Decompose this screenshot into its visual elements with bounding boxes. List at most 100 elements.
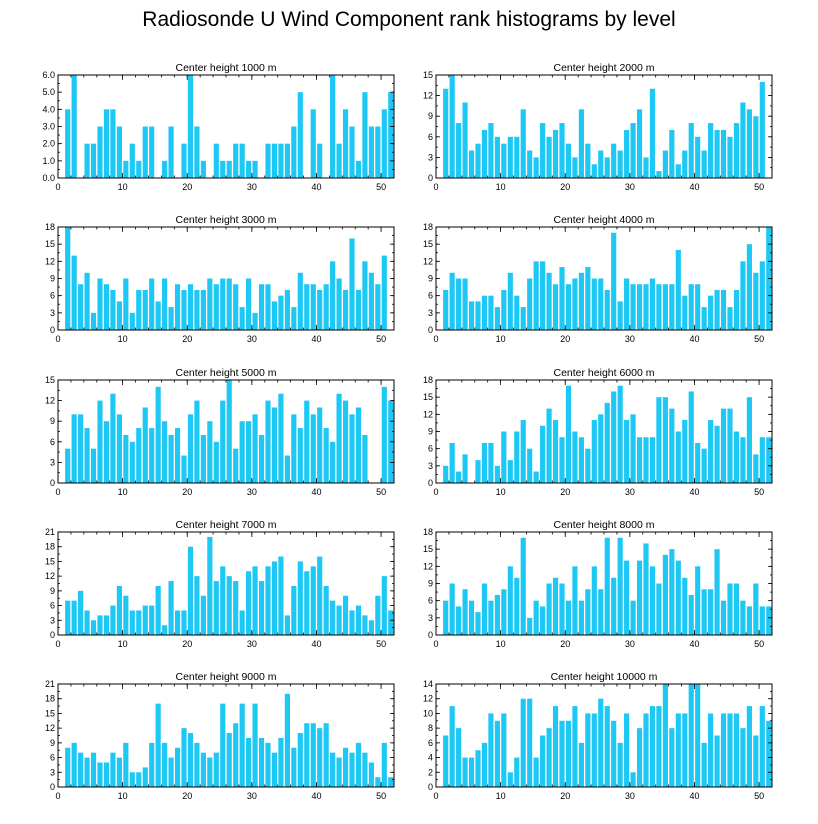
y-tick-label: 12	[423, 561, 433, 571]
x-tick-label: 50	[376, 791, 386, 801]
histogram-bar	[278, 295, 284, 330]
y-tick-label: 3	[428, 308, 433, 318]
histogram-bar	[97, 400, 103, 483]
histogram-bar	[187, 546, 194, 635]
histogram-bar	[559, 123, 565, 178]
histogram-bar	[149, 428, 155, 483]
histogram-bar	[501, 289, 507, 330]
y-tick-label: 15	[423, 544, 433, 554]
histogram-bar	[753, 272, 759, 330]
y-tick-label: 3	[428, 613, 433, 623]
y-tick-label: 3.0	[42, 122, 55, 132]
x-tick-label: 0	[433, 182, 438, 192]
y-tick-label: 0.0	[42, 173, 55, 183]
histogram-bar	[355, 407, 362, 483]
histogram-bar	[494, 136, 500, 178]
histogram-bar	[533, 261, 539, 330]
histogram-bar	[78, 284, 84, 330]
histogram-bar	[355, 742, 362, 787]
histogram-bar	[682, 420, 688, 483]
histogram-bar	[617, 301, 623, 330]
histogram-bar	[284, 455, 290, 483]
histogram-bar	[746, 606, 752, 635]
y-tick-label: 15	[423, 70, 433, 80]
histogram-bar	[142, 605, 148, 635]
histogram-bar	[342, 109, 349, 178]
histogram-bar	[226, 576, 232, 635]
y-tick-label: 14	[423, 679, 433, 689]
histogram-bar	[636, 284, 643, 330]
histogram-bar	[71, 600, 77, 635]
x-tick-label: 30	[247, 791, 257, 801]
histogram-bar	[123, 434, 129, 483]
histogram-bar	[129, 143, 135, 178]
histogram-bar	[110, 109, 116, 178]
histogram-bar	[591, 278, 597, 330]
histogram-bar	[604, 537, 610, 635]
histogram-bar	[443, 735, 449, 787]
histogram-bar	[271, 561, 278, 635]
histogram-bar	[187, 75, 194, 178]
histogram-bar	[488, 713, 494, 787]
histogram-bar	[123, 160, 129, 178]
x-tick-label: 10	[496, 487, 506, 497]
histogram-bar	[688, 123, 694, 178]
x-tick-label: 30	[625, 487, 635, 497]
histogram-bar	[168, 581, 174, 635]
histogram-bar	[330, 600, 336, 635]
histogram-bar	[213, 284, 219, 330]
panel-title: Center height 6000 m	[554, 367, 655, 379]
histogram-bar	[630, 414, 636, 483]
y-tick-label: 12	[45, 723, 55, 733]
histogram-bar	[468, 757, 475, 787]
y-tick-label: 6.0	[42, 70, 55, 80]
histogram-bar	[540, 425, 546, 483]
histogram-bar	[527, 278, 533, 330]
histogram-bar	[604, 706, 610, 787]
figure-title: Radiosonde U Wind Component rank histogr…	[142, 8, 676, 31]
histogram-bar	[278, 143, 284, 178]
histogram-bar	[662, 397, 668, 483]
histogram-bar	[630, 772, 636, 787]
histogram-bar	[342, 400, 349, 483]
histogram-bar	[368, 272, 374, 330]
histogram-bar	[194, 126, 200, 178]
histogram-bar	[494, 307, 500, 330]
histogram-bar	[546, 728, 552, 787]
panel-title: Center height 10000 m	[551, 671, 658, 683]
histogram-bar	[388, 777, 394, 787]
histogram-bar	[656, 397, 662, 483]
histogram-bar	[336, 278, 342, 330]
y-tick-label: 12	[423, 409, 433, 419]
histogram-bar	[443, 88, 449, 178]
histogram-bar	[565, 284, 572, 330]
histogram-bar	[572, 157, 578, 178]
histogram-bar	[443, 600, 449, 635]
histogram-bar	[578, 742, 584, 787]
histogram-bar	[174, 610, 181, 635]
histogram-bar	[200, 289, 206, 330]
x-tick-label: 0	[433, 487, 438, 497]
histogram-bar	[97, 278, 103, 330]
histogram-bar	[136, 772, 142, 787]
y-tick-label: 3	[50, 457, 55, 467]
histogram-bar	[585, 267, 591, 330]
x-tick-label: 50	[376, 182, 386, 192]
histogram-bar	[136, 160, 142, 178]
histogram-bar	[611, 143, 617, 178]
histogram-bar	[149, 278, 155, 330]
histogram-bar	[527, 617, 533, 635]
histogram-bar	[520, 420, 526, 483]
histogram-bar	[213, 581, 219, 635]
histogram-bar	[297, 272, 303, 330]
histogram-bar	[304, 723, 310, 787]
x-tick-label: 10	[496, 182, 506, 192]
histogram-bar	[323, 428, 329, 483]
histogram-bar	[572, 566, 578, 635]
histogram-bar	[675, 249, 681, 330]
histogram-bar	[168, 126, 174, 178]
histogram-bar	[65, 109, 71, 178]
histogram-bar	[103, 284, 110, 330]
histogram-bar	[643, 284, 649, 330]
